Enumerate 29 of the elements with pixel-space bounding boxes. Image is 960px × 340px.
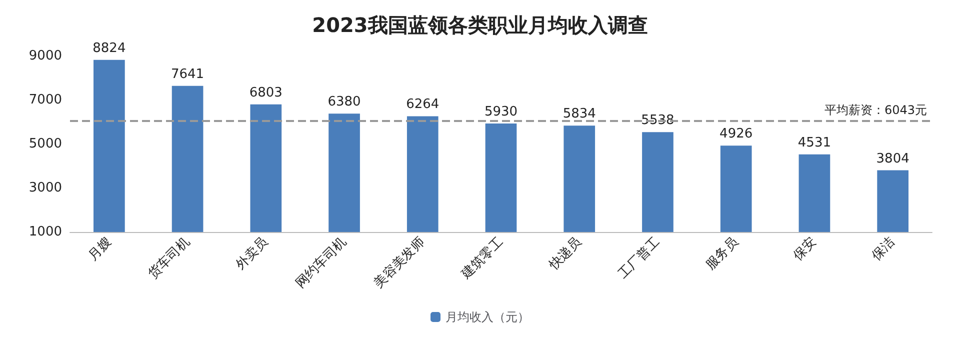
data-label: 6380	[328, 94, 361, 110]
x-tick-label: 网约车司机	[293, 234, 350, 292]
data-label: 4531	[798, 135, 831, 150]
x-tick-label: 保安	[790, 234, 820, 264]
legend-label: 月均收入（元）	[446, 310, 530, 324]
y-tick-label: 3000	[28, 180, 62, 196]
y-tick-label: 9000	[28, 48, 62, 64]
x-tick-label: 月嫂	[85, 234, 114, 264]
data-label: 8824	[92, 40, 126, 56]
data-label: 4926	[720, 126, 753, 142]
x-tick-label: 货车司机	[145, 234, 193, 282]
x-tick-label: 美容美发师	[370, 234, 428, 292]
x-tick-label: 快递员	[546, 234, 585, 274]
data-label: 5834	[562, 106, 596, 122]
y-tick-label: 5000	[28, 136, 62, 152]
chart-title: 2023我国蓝领各类职业月均收入调查	[312, 13, 648, 37]
x-tick-label: 外卖员	[233, 234, 272, 273]
data-label: 3804	[876, 151, 910, 166]
y-tick-label: 1000	[28, 224, 62, 240]
ref-line-label: 平均薪资：6043元	[824, 103, 927, 118]
data-label: 6803	[249, 85, 282, 100]
data-label: 5930	[484, 104, 518, 120]
data-label: 7641	[171, 66, 204, 82]
y-tick-label: 7000	[28, 92, 62, 108]
data-label: 6264	[406, 97, 440, 112]
x-tick-label: 工厂普工	[614, 234, 664, 282]
x-tick-label: 建筑零工	[458, 234, 506, 283]
x-tick-label: 保洁	[869, 234, 898, 264]
x-tick-label: 服务员	[703, 234, 742, 273]
